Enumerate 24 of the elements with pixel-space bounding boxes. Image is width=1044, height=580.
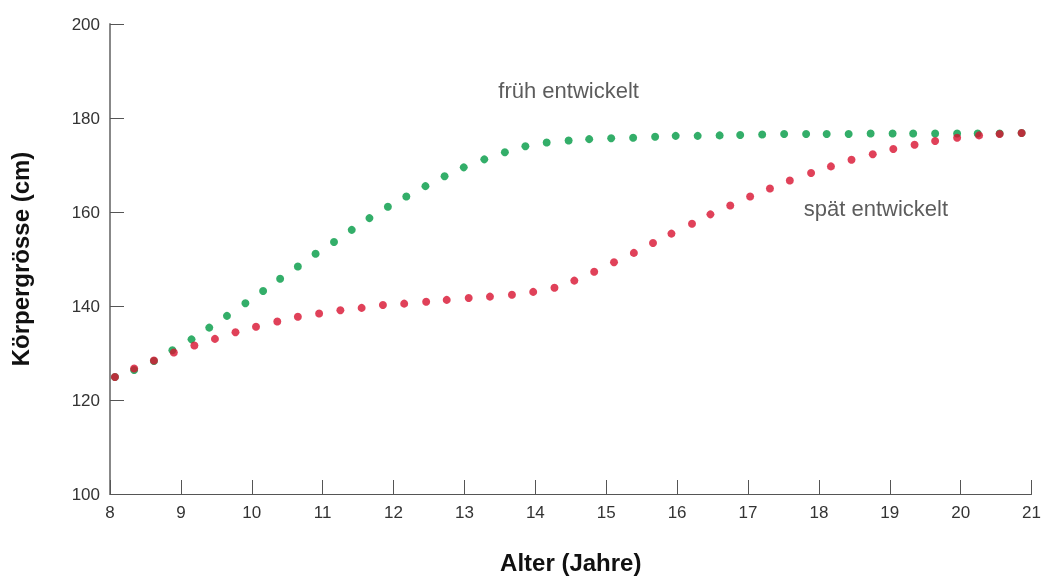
x-tick-label: 19 [880, 503, 900, 522]
x-tick-label: 18 [809, 503, 829, 522]
series-label: früh entwickelt [498, 78, 639, 104]
x-tick-label: 16 [667, 503, 687, 522]
x-tick-label: 21 [1022, 503, 1042, 522]
x-axis-title: Alter (Jahre) [500, 548, 642, 576]
x-tick-label: 10 [242, 503, 262, 522]
x-tick-label: 13 [454, 503, 474, 522]
y-axis-title: Körpergrösse (cm) [6, 151, 34, 367]
x-tick-label: 15 [596, 503, 616, 522]
x-tick-label: 12 [384, 503, 404, 522]
y-tick-label: 100 [71, 484, 100, 504]
x-tick-label: 11 [313, 503, 332, 522]
x-tick-label: 8 [105, 503, 115, 522]
x-tick-label: 14 [525, 503, 545, 522]
x-tick-label: 17 [738, 503, 758, 522]
y-tick-label: 160 [71, 202, 100, 222]
series-label: spät entwickelt [803, 195, 949, 221]
y-tick-label: 120 [71, 390, 100, 410]
y-tick-label: 180 [71, 108, 100, 128]
y-tick-label: 140 [71, 296, 100, 316]
x-tick-label: 9 [176, 503, 186, 522]
x-tick-label: 20 [951, 503, 971, 522]
y-tick-label: 200 [71, 14, 100, 34]
